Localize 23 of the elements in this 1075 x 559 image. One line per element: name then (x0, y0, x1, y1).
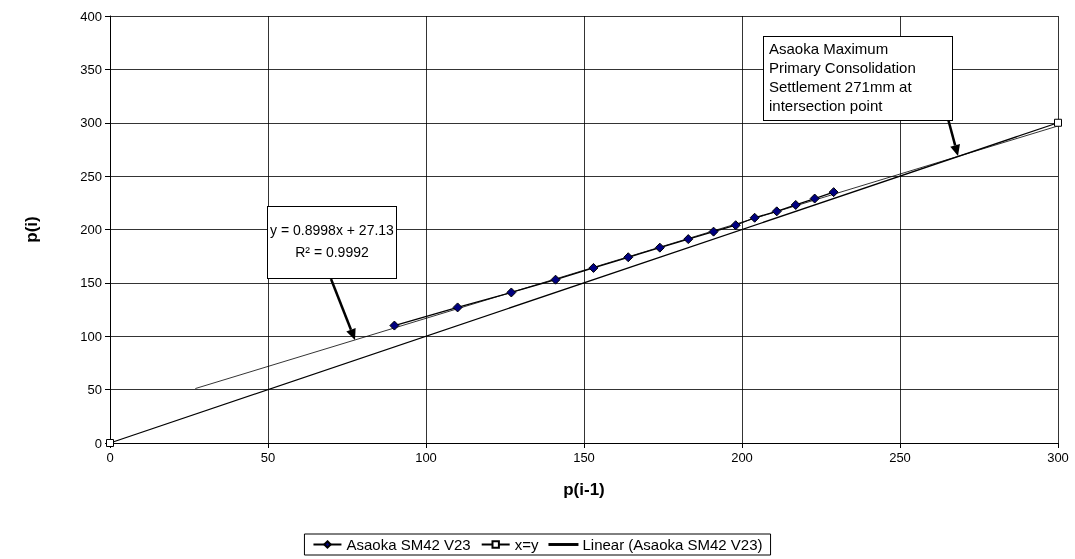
x-tick-label: 100 (415, 450, 437, 465)
x-tick-label: 200 (731, 450, 753, 465)
y-tick-label: 100 (80, 328, 102, 344)
x-tick-label: 50 (260, 450, 276, 465)
y-tick-label: 400 (80, 8, 102, 24)
y-tick-label: 250 (80, 168, 102, 184)
x-tick-label: 0 (106, 450, 114, 465)
legend-label: Asaoka SM42 V23 (346, 536, 471, 553)
y-tick-label: 50 (87, 382, 102, 398)
y-tick-label: 200 (80, 222, 102, 237)
y-axis-title: p(i) (22, 216, 41, 243)
legend-label: Linear (Asaoka SM42 V23) (582, 536, 763, 553)
y-tick-label: 300 (80, 115, 102, 131)
text-box: Asaoka Maximum Primary Consolidation Settlement 271mm at intersection point (763, 36, 953, 121)
x-tick-label: 250 (889, 450, 911, 465)
text-box: y = 0.8998x + 27.13 R² = 0.9992 (267, 206, 397, 279)
x-tick-label: 300 (1047, 450, 1069, 465)
y-tick-label: 150 (80, 275, 102, 291)
x-axis-title: p(i-1) (563, 480, 605, 499)
y-tick-label: 350 (80, 61, 102, 77)
y-tick-label: 0 (94, 435, 102, 451)
legend-label: x=y (514, 536, 539, 553)
x-tick-label: 150 (573, 450, 595, 465)
